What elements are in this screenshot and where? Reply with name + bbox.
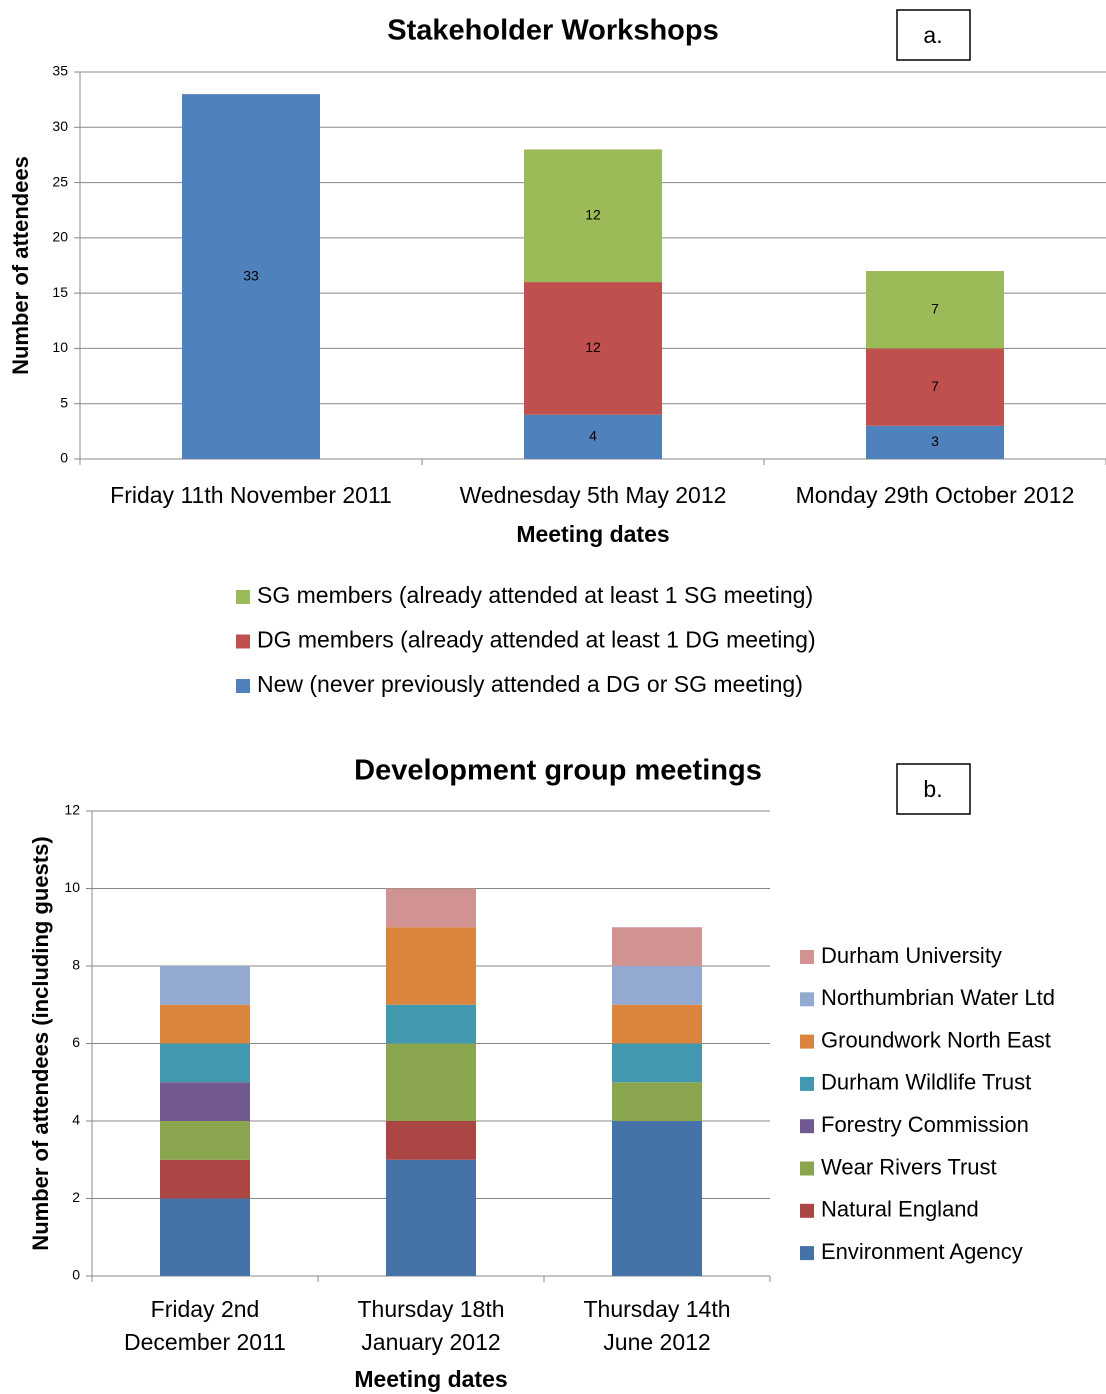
bar-segment (160, 1121, 250, 1160)
bar-segment (160, 1004, 250, 1044)
bar-segment (866, 348, 1004, 426)
bar-segment (612, 1121, 702, 1276)
data-label: 33 (243, 267, 259, 283)
bar-segment (386, 1159, 476, 1276)
x-axis-title: Meeting dates (354, 1366, 507, 1392)
x-tick-label: Friday 2nd December 2011 (124, 1296, 286, 1355)
legend-swatch (800, 1076, 814, 1091)
y-tick-label: 20 (52, 229, 68, 245)
bar-segment (866, 271, 1004, 349)
bar-segment (612, 1043, 702, 1083)
legend-label: Wear Rivers Trust (821, 1154, 997, 1179)
y-tick-label: 4 (72, 1112, 80, 1128)
bar-segment (182, 94, 320, 459)
bar-segment (160, 966, 250, 1005)
legend-swatch (800, 1246, 814, 1261)
x-tick-label: Thursday 14th June 2012 (583, 1296, 730, 1355)
y-tick-label: 10 (64, 879, 80, 895)
legend-label: Durham Wildlife Trust (821, 1070, 1031, 1095)
y-tick-label: 10 (52, 339, 68, 355)
data-label: 12 (585, 206, 601, 222)
legend-label: DG members (already attended at least 1 … (257, 627, 816, 653)
bar-segment (160, 1198, 250, 1276)
y-tick-label: 2 (72, 1189, 80, 1205)
legend-swatch (800, 1034, 814, 1049)
legend-label: Groundwork North East (821, 1027, 1051, 1052)
x-tick-label: Monday 29th October 2012 (796, 482, 1075, 508)
annotation: a. (923, 22, 942, 48)
bar-segment (160, 1159, 250, 1199)
legend-swatch (800, 1161, 814, 1176)
legend-swatch (800, 992, 814, 1007)
x-tick-label: Thursday 18th January 2012 (357, 1296, 504, 1355)
y-tick-label: 30 (52, 118, 68, 134)
bar-segment (866, 425, 1004, 459)
legend-swatch (236, 634, 250, 649)
bar-segment (612, 927, 702, 966)
y-tick-label: 0 (60, 450, 68, 466)
chart-title: Stakeholder Workshops (387, 15, 718, 47)
bar-segment (386, 927, 476, 1005)
y-tick-label: 35 (52, 63, 68, 79)
legend-swatch (236, 679, 250, 693)
y-tick-label: 6 (72, 1034, 80, 1050)
legend-label: New (never previously attended a DG or S… (257, 671, 803, 697)
y-tick-label: 12 (64, 802, 80, 818)
y-tick-label: 25 (52, 173, 68, 189)
annotation-box (896, 9, 971, 61)
bar-segment (524, 282, 662, 415)
x-tick-label: Friday 11th November 2011 (110, 482, 392, 508)
bar-segment (612, 1004, 702, 1044)
bar-segment (160, 1043, 250, 1083)
bar-segment (386, 888, 476, 928)
legend-swatch (800, 950, 814, 964)
bar-segment (524, 414, 662, 459)
legend-swatch (800, 1119, 814, 1134)
x-axis-title: Meeting dates (516, 521, 669, 547)
annotation-box (896, 763, 971, 815)
bar-segment (386, 1121, 476, 1160)
y-tick-label: 15 (52, 284, 68, 300)
legend-label: Environment Agency (821, 1239, 1023, 1264)
bar-segment (160, 1082, 250, 1121)
bar-segment (524, 149, 662, 283)
y-tick-label: 5 (60, 394, 68, 410)
chart-title: Development group meetings (354, 755, 762, 787)
annotation: b. (923, 776, 942, 802)
legend-label: Natural England (821, 1197, 979, 1222)
legend-label: Durham University (821, 943, 1002, 968)
legend-label: Forestry Commission (821, 1112, 1029, 1137)
data-label: 12 (585, 339, 601, 355)
y-axis-title: Number of attendees (8, 156, 33, 375)
y-tick-label: 8 (72, 957, 80, 973)
data-label: 7 (931, 378, 939, 394)
y-tick-label: 0 (72, 1267, 80, 1283)
legend-label: Northumbrian Water Ltd (821, 985, 1055, 1010)
data-label: 7 (931, 300, 939, 316)
bar-segment (386, 1004, 476, 1044)
bar-segment (612, 966, 702, 1005)
legend-label: SG members (already attended at least 1 … (257, 582, 813, 608)
data-label: 4 (589, 428, 597, 444)
legend-swatch (800, 1203, 814, 1218)
bar-segment (386, 1043, 476, 1121)
x-tick-label: Wednesday 5th May 2012 (460, 482, 727, 508)
bar-segment (612, 1082, 702, 1121)
y-axis-title: Number of attendees (including guests) (28, 836, 53, 1250)
legend-swatch (236, 590, 250, 604)
data-label: 3 (931, 433, 939, 449)
